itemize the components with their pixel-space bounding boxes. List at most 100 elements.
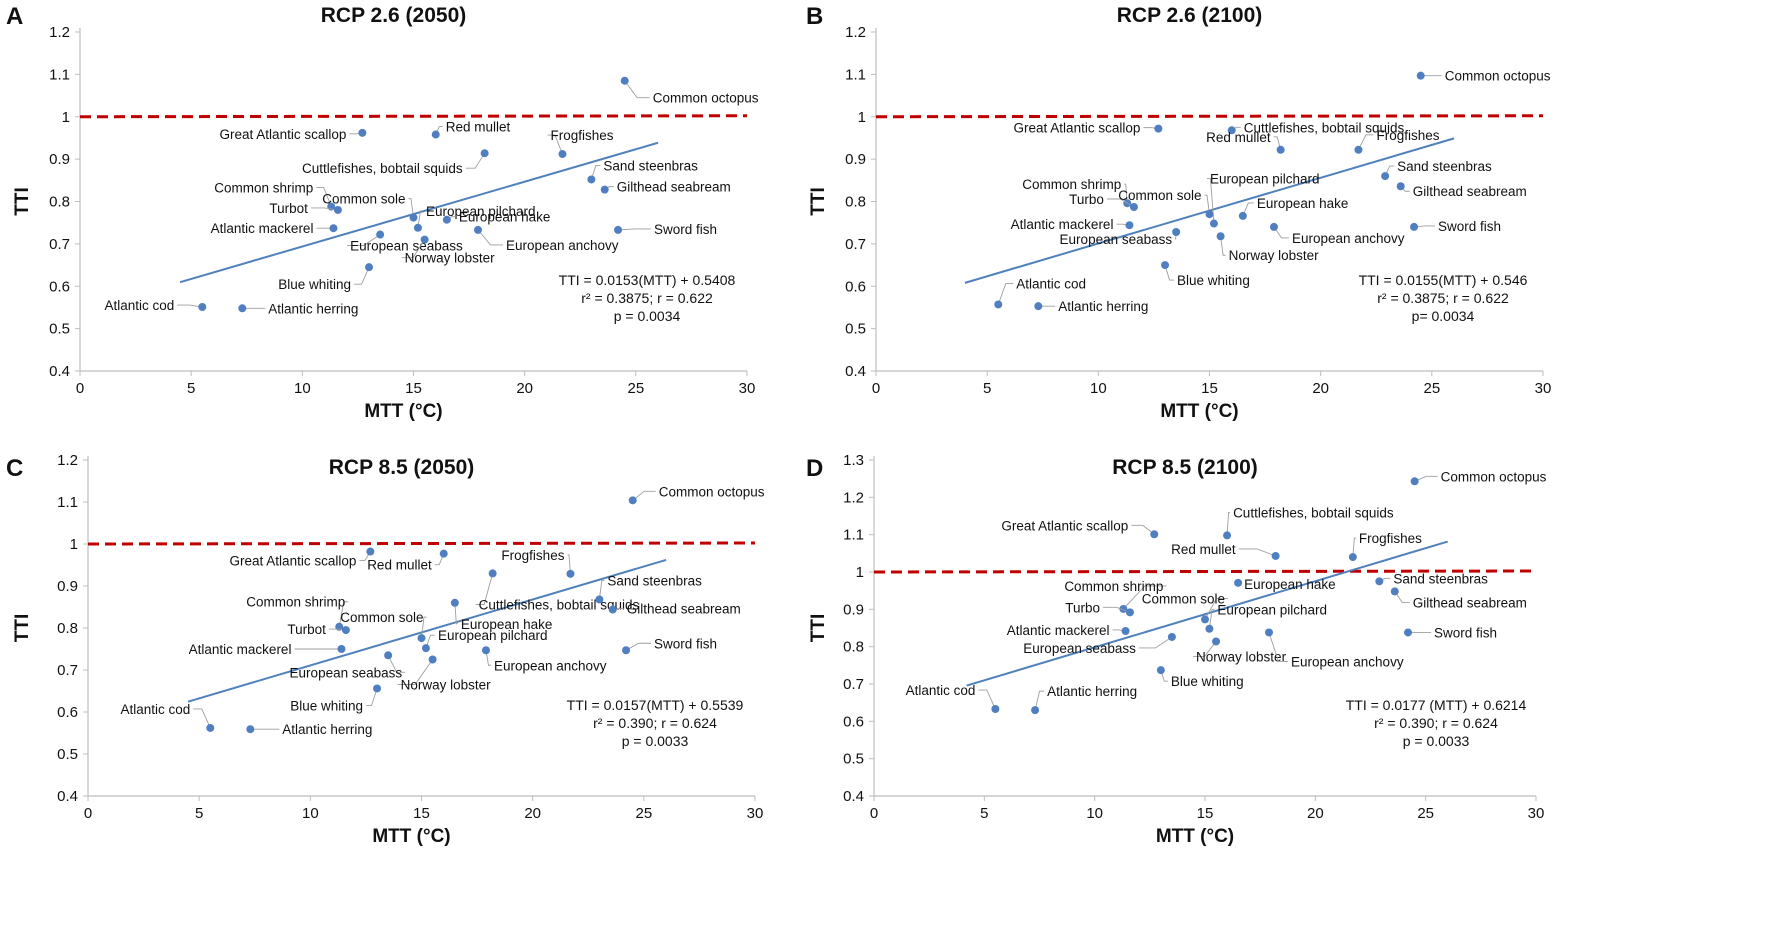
panel-a-y-tick-label: 0.6: [49, 278, 70, 295]
panel-c-label-atlantic-herring: Atlantic herring: [282, 722, 372, 737]
panel-b-leader-european-pilchard: [1206, 178, 1215, 224]
panel-d-point-great-atlantic-scallop: [1150, 530, 1159, 539]
panel-b-point-european-anchovy: [1269, 222, 1278, 231]
panel-b-point-european-seabass: [1172, 228, 1181, 237]
panel-d-point-atlantic-mackerel: [1121, 626, 1130, 635]
panel-d-label-common-shrimp: Common shrimp: [1064, 579, 1163, 594]
panel-a-point-common-octopus: [620, 76, 629, 85]
panel-c-label-sword-fish: Sword fish: [654, 636, 717, 651]
panel-c-label-blue-whiting: Blue whiting: [290, 698, 363, 713]
panel-c-y-tick-label: 0.7: [57, 662, 78, 679]
panel-d-label-turbo: Turbo: [1065, 600, 1100, 615]
panel-a-letter: A: [6, 3, 23, 30]
panel-d-label-cuttlefishes-bobtail-squids: Cuttlefishes, bobtail squids: [1233, 505, 1394, 520]
panel-a-point-atlantic-mackerel: [329, 224, 338, 233]
panel-d-point-common-octopus: [1410, 477, 1419, 486]
panel-d-point-european-hake: [1234, 578, 1243, 587]
panel-b-y-tick-label: 0.4: [845, 363, 866, 380]
panel-a-leader-sword-fish: [618, 228, 652, 231]
panel-c-y-tick-label: 0.8: [57, 620, 78, 637]
panel-c-threshold-line: [87, 541, 756, 546]
panel-d-regression-line: [966, 540, 1449, 687]
panel-b-point-cuttlefishes-bobtail-squids: [1227, 126, 1236, 135]
panel-b-x-tick-label: 20: [1312, 380, 1329, 397]
panel-a-label-norway-lobster: Norway lobster: [405, 251, 496, 266]
panel-c-leader-european-pilchard: [425, 634, 435, 649]
panel-c-y-tick-label: 0.4: [57, 788, 78, 805]
panel-b-label-blue-whiting: Blue whiting: [1177, 273, 1250, 288]
panel-d-title: RCP 8.5 (2100): [1112, 456, 1258, 479]
panel-d-label-red-mullet: Red mullet: [1171, 542, 1236, 557]
panel-a-leader-common-shrimp: [316, 187, 332, 207]
panel-a-x-tick-label: 10: [294, 380, 311, 397]
panel-d-point-sand-steenbras: [1375, 577, 1384, 586]
panel-c-point-norway-lobster: [428, 655, 437, 664]
panel-b-leader-frogfishes: [1358, 134, 1374, 151]
panel-a-label-common-shrimp: Common shrimp: [214, 181, 313, 196]
panel-b-equation-line-3: p= 0.0034: [1412, 308, 1475, 324]
panel-c-label-sand-steenbras: Sand steenbras: [607, 573, 702, 588]
panel-d-label-sword-fish: Sword fish: [1434, 625, 1497, 640]
panel-b-y-tick-label: 0.7: [845, 236, 866, 253]
panel-b-y-tick-label: 1.2: [845, 24, 866, 41]
panel-a-y-tick-label: 1.2: [49, 24, 70, 41]
panel-a-label-atlantic-cod: Atlantic cod: [104, 298, 174, 313]
panel-d-point-gilthead-seabream: [1390, 587, 1399, 596]
panel-c-equation-line-3: p = 0.0033: [622, 733, 689, 749]
panel-a-point-great-atlantic-scallop: [358, 128, 367, 137]
panel-a-point-blue-whiting: [365, 263, 374, 272]
panel-a-title: RCP 2.6 (2050): [321, 4, 467, 27]
panel-b-y-tick-label: 0.6: [845, 278, 866, 295]
panel-d-point-european-anchovy: [1264, 628, 1273, 637]
panel-d-point-turbo: [1125, 608, 1134, 617]
panel-a-leader-european-anchovy: [477, 229, 503, 246]
panel-b-label-european-anchovy: European anchovy: [1292, 231, 1405, 246]
panel-b-equation-line-1: TTI = 0.0155(MTT) + 0.546: [1359, 272, 1528, 288]
panel-c-y-tick-label: 1.1: [57, 494, 78, 511]
panel-d-x-axis-label: MTT (°C): [1156, 826, 1234, 847]
panel-b-point-sand-steenbras: [1381, 172, 1390, 181]
panel-c-leader-sword-fish: [625, 642, 652, 651]
panel-a-x-axis-label: MTT (°C): [364, 401, 442, 422]
panel-c-point-cuttlefishes-bobtail-squids: [488, 569, 497, 578]
panel-d-label-european-pilchard: European pilchard: [1217, 603, 1327, 618]
panel-a-point-common-sole: [409, 213, 418, 222]
panel-a-x-tick-label: 30: [739, 380, 756, 397]
panel-b-label-cuttlefishes-bobtail-squids: Cuttlefishes, bobtail squids: [1244, 120, 1405, 135]
panel-d-label-great-atlantic-scallop: Great Atlantic scallop: [1001, 518, 1128, 533]
panel-d-point-atlantic-cod: [991, 705, 1000, 714]
panel-c-equation-line-2: r² = 0.390; r = 0.624: [593, 715, 717, 731]
panel-b-point-norway-lobster: [1216, 232, 1225, 241]
panel-a-label-atlantic-herring: Atlantic herring: [268, 301, 358, 316]
panel-d-leader-european-anchovy: [1268, 632, 1288, 662]
panel-b-label-atlantic-herring: Atlantic herring: [1058, 299, 1148, 314]
panel-b-label-gilthead-seabream: Gilthead seabream: [1413, 184, 1527, 199]
panel-a-leader-european-seabass: [347, 234, 381, 247]
panel-b-leader-red-mullet: [1273, 136, 1282, 150]
panel-d-leader-european-seabass: [1138, 636, 1173, 649]
panel-b-x-tick-label: 25: [1423, 380, 1440, 397]
panel-c-equation-line-1: TTI = 0.0157(MTT) + 0.5539: [567, 697, 744, 713]
panel-c-x-tick-label: 0: [84, 805, 92, 822]
panel-b-label-great-atlantic-scallop: Great Atlantic scallop: [1014, 121, 1141, 136]
panel-d-leader-common-octopus: [1414, 475, 1438, 482]
panel-a-x-tick-label: 25: [627, 380, 644, 397]
panel-c-leader-european-anchovy: [485, 650, 491, 666]
panel-d-point-european-pilchard: [1205, 624, 1214, 633]
panel-a-label-european-pilchard: European pilchard: [426, 204, 536, 219]
panel-c-point-european-anchovy: [481, 646, 490, 655]
panel-d-label-norway-lobster: Norway lobster: [1196, 649, 1287, 664]
panel-b-point-red-mullet: [1276, 145, 1285, 154]
panel-d-y-tick-label: 1.2: [843, 489, 864, 506]
panel-b-point-turbo: [1129, 203, 1138, 212]
panel-c-label-common-sole: Common sole: [340, 610, 423, 625]
panel-d-label-common-octopus: Common octopus: [1441, 469, 1547, 484]
panel-c-point-sword-fish: [622, 646, 631, 655]
panel-a-label-common-octopus: Common octopus: [653, 91, 759, 106]
panel-c-label-frogfishes: Frogfishes: [501, 548, 564, 563]
panel-a-label-common-sole: Common sole: [322, 192, 405, 207]
panel-d-point-blue-whiting: [1156, 666, 1165, 675]
panel-c-leader-common-shrimp: [338, 601, 349, 627]
panel-c-point-frogfishes: [566, 569, 575, 578]
